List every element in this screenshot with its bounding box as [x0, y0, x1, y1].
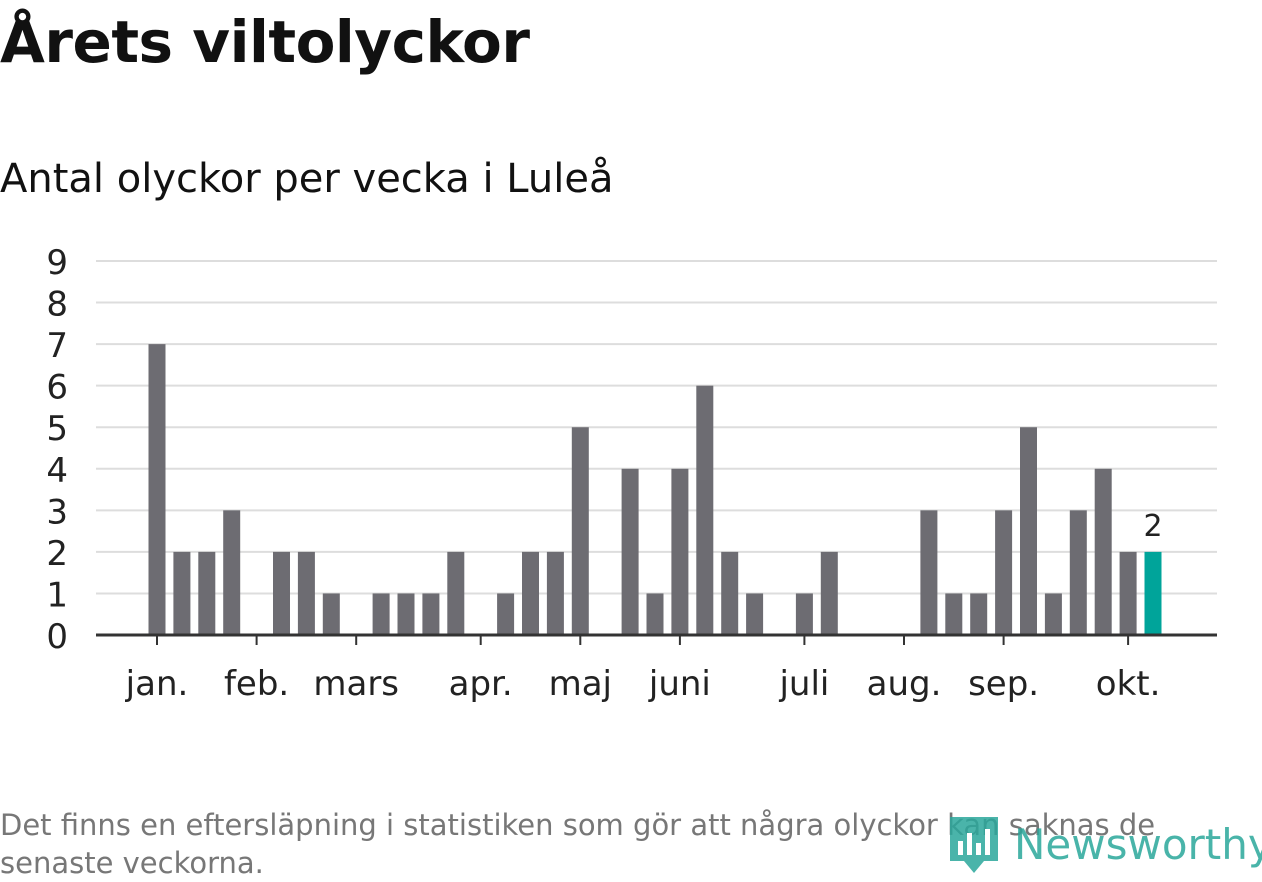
bar — [621, 468, 639, 635]
x-tick-label: maj — [549, 664, 612, 704]
grid-lines — [96, 260, 1217, 595]
bar — [696, 385, 714, 635]
x-tick-label: juni — [648, 664, 711, 704]
y-tick-label: 6 — [46, 368, 68, 408]
y-tick-label: 0 — [46, 617, 68, 657]
bar — [1119, 551, 1137, 635]
bar — [173, 551, 191, 635]
bar — [372, 593, 390, 635]
bar — [546, 551, 564, 635]
x-tick-label: sep. — [968, 664, 1039, 704]
bar — [422, 593, 440, 635]
bar — [795, 593, 813, 635]
bar — [1020, 427, 1037, 635]
bar — [995, 510, 1013, 635]
bar — [1044, 593, 1062, 635]
brand-logo: Newsworthy — [948, 808, 1262, 880]
bar — [820, 551, 838, 635]
x-tick-label: aug. — [867, 664, 942, 704]
bar — [1094, 468, 1112, 635]
bar — [1069, 510, 1087, 635]
x-tick-label: juli — [778, 664, 829, 704]
x-tick-label: jan. — [125, 664, 189, 704]
chart-title: Årets viltolyckor — [0, 8, 530, 76]
x-axis: jan. feb. mars apr. maj juni juli aug. sep. okt. — [96, 633, 1217, 704]
bars: 2 — [148, 344, 1163, 635]
bar — [198, 551, 216, 635]
bar — [497, 593, 515, 635]
brand-name: Newsworthy — [1014, 819, 1262, 869]
bar — [223, 510, 241, 635]
y-tick-label: 3 — [46, 492, 68, 532]
bar — [148, 344, 166, 635]
bar — [671, 468, 689, 635]
x-tick-label: okt. — [1096, 664, 1161, 704]
bar-chart-logo-icon — [950, 817, 998, 873]
x-tick-label: feb. — [224, 664, 289, 704]
y-tick-label: 8 — [46, 285, 68, 325]
bar — [721, 551, 739, 635]
bar — [447, 551, 465, 635]
bar — [571, 427, 589, 635]
bar — [746, 593, 764, 635]
bar — [920, 510, 938, 635]
data-label: 2 — [1143, 509, 1162, 544]
bar — [322, 593, 340, 635]
y-tick-label: 2 — [46, 534, 68, 574]
bar — [646, 593, 664, 635]
y-tick-label: 9 — [46, 243, 68, 283]
chart-subtitle: Antal olyckor per vecka i Luleå — [0, 156, 614, 202]
y-tick-label: 5 — [46, 409, 68, 449]
y-tick-label: 7 — [46, 326, 68, 366]
y-tick-label: 1 — [46, 575, 68, 615]
bar — [945, 593, 963, 635]
bar — [273, 551, 290, 635]
x-tick-label: mars — [313, 664, 399, 704]
bar — [297, 551, 315, 635]
y-tick-label: 4 — [46, 451, 68, 491]
bar — [522, 551, 539, 635]
bar — [970, 593, 988, 635]
x-tick-label: apr. — [449, 664, 513, 704]
bar — [397, 593, 415, 635]
bar-highlight — [1144, 551, 1162, 635]
